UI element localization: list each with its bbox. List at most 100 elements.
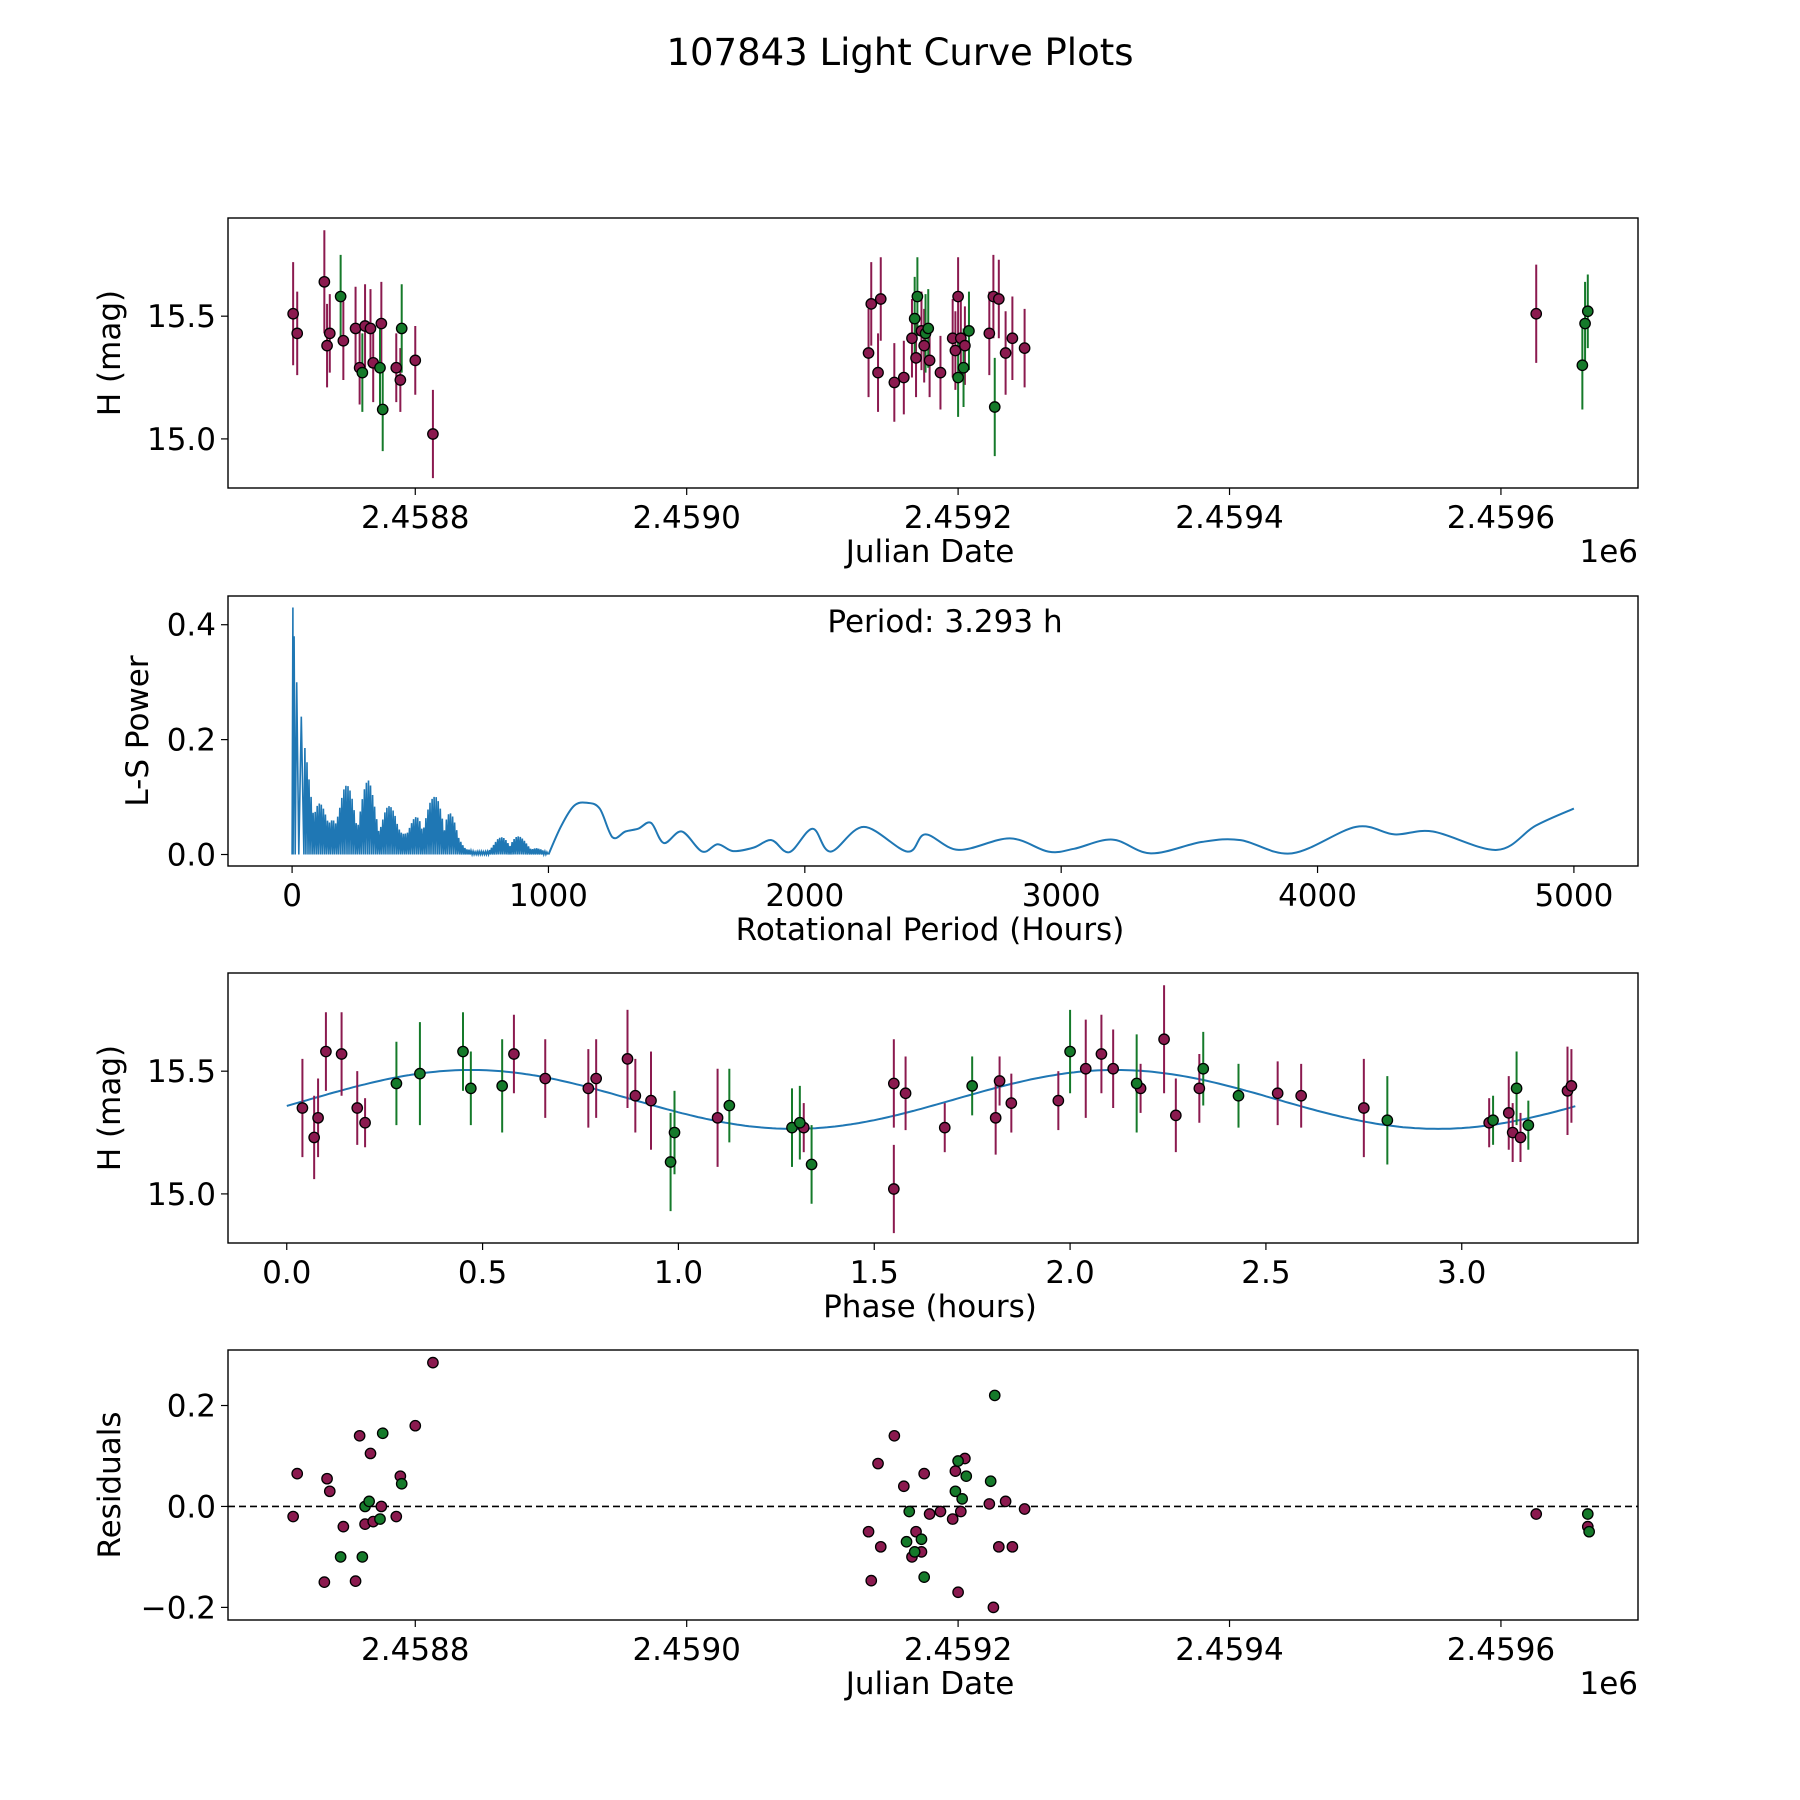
residual-point-filter-b: [988, 1389, 1001, 1402]
period-annotation: Period: 3.293 h: [827, 604, 1062, 640]
data-point-filter-a: [862, 347, 875, 359]
residual-point-filter-a: [862, 1525, 875, 1538]
data-point-filter-b: [1381, 1114, 1394, 1127]
data-point-filter-a: [888, 376, 901, 389]
panel-frame: [227, 595, 1639, 867]
residual-point-filter-b: [908, 1546, 921, 1558]
x-tick-label: 2.4592: [904, 1632, 1012, 1668]
residual-point-filter-a: [337, 1520, 350, 1533]
data-point-filter-a: [349, 322, 362, 335]
y-tick-label: 0.0: [167, 1489, 216, 1525]
y-axis-label: L-S Power: [120, 655, 156, 806]
residual-point-filter-b: [984, 1475, 997, 1488]
residual-point-filter-a: [918, 1467, 931, 1480]
panel-frame: [227, 972, 1639, 1244]
data-point-filter-b: [1197, 1062, 1210, 1075]
panel-lightcurve: 2.4588 2.4590 2.4592 2.4594 2.4596 15.0 15.5 Ju…: [92, 217, 1639, 570]
data-point-filter-a: [287, 307, 299, 320]
residual-point-filter-a: [349, 1575, 362, 1587]
data-point-filter-b: [1522, 1119, 1535, 1132]
y-tick-label: 0.0: [167, 838, 216, 874]
data-point-filter-a: [1107, 1062, 1120, 1075]
residual-point-filter-b: [1581, 1508, 1594, 1520]
y-tick-label: −0.2: [141, 1590, 216, 1626]
data-point-filter-a: [999, 347, 1012, 359]
data-point-filter-b: [723, 1099, 736, 1112]
y-axis-label: H (mag): [92, 1045, 128, 1171]
x-tick-label: 2.4594: [1175, 1632, 1283, 1668]
residual-point-filter-b: [374, 1513, 386, 1525]
residual-point-filter-a: [427, 1356, 439, 1369]
data-point-filter-b: [966, 1080, 979, 1092]
panel-frame: [227, 1349, 1639, 1621]
residual-point-filter-b: [334, 1551, 347, 1563]
plot-area: [291, 607, 1575, 858]
data-point-filter-a: [906, 332, 918, 345]
data-point-filter-a: [291, 327, 304, 340]
data-point-filter-b: [1576, 359, 1589, 372]
data-point-filter-b: [457, 1045, 469, 1058]
residual-point-filter-b: [960, 1470, 973, 1483]
data-point-filter-b: [1487, 1114, 1499, 1127]
panel-frame: [227, 217, 1639, 489]
data-point-filter-a: [887, 1183, 900, 1195]
residual-point-filter-b: [903, 1505, 916, 1518]
residual-point-filter-b: [356, 1551, 369, 1563]
residual-point-filter-b: [952, 1455, 964, 1467]
residual-point-filter-a: [865, 1574, 878, 1587]
x-tick-label: 4000: [1278, 878, 1357, 914]
data-point-filter-a: [923, 354, 936, 367]
residual-point-filter-a: [1018, 1503, 1031, 1515]
data-point-filter-a: [337, 334, 350, 347]
x-tick-label: 2.4596: [1447, 500, 1555, 536]
x-tick-label: 2.5: [1241, 1255, 1290, 1291]
data-point-filter-a: [1565, 1080, 1578, 1092]
residual-point-filter-b: [918, 1571, 931, 1583]
residual-point-filter-a: [409, 1419, 422, 1432]
data-point-filter-a: [952, 290, 964, 303]
data-point-filter-b: [805, 1158, 818, 1171]
data-point-filter-a: [938, 1121, 951, 1134]
data-point-filter-a: [918, 339, 931, 352]
data-point-filter-a: [1079, 1062, 1092, 1075]
x-tick-label: 2.0: [1045, 1255, 1094, 1291]
periodogram-dense-line: [291, 607, 549, 858]
x-axis-label: Phase (hours): [823, 1289, 1037, 1325]
panel-periodogram: 0 1000 2000 3000 4000 5000 0.0 0.2 0.4 Rotational…: [120, 595, 1639, 948]
data-point-filter-a: [308, 1131, 321, 1144]
data-point-filter-a: [1006, 332, 1019, 345]
residual-point-filter-a: [934, 1505, 947, 1518]
x-tick-label: 2.4590: [632, 500, 740, 536]
residual-point-filter-b: [376, 1427, 389, 1440]
x-tick-label: 5000: [1534, 878, 1613, 914]
residual-point-filter-a: [1006, 1540, 1019, 1553]
x-tick-label: 1000: [509, 878, 588, 914]
data-point-filter-a: [621, 1053, 634, 1065]
data-point-filter-a: [351, 1102, 364, 1114]
residual-point-filter-a: [987, 1601, 1000, 1614]
residual-point-filter-a: [364, 1447, 377, 1460]
residual-point-filter-a: [992, 1540, 1005, 1553]
residual-point-filter-a: [949, 1465, 962, 1477]
x-tick-label: 2.4592: [904, 500, 1012, 536]
y-tick-label: 0.2: [167, 723, 216, 759]
data-point-filter-a: [1169, 1109, 1182, 1122]
residual-point-filter-b: [900, 1535, 913, 1548]
data-point-filter-b: [1510, 1082, 1523, 1095]
data-point-filter-a: [1193, 1082, 1206, 1095]
x-axis-label: Julian Date: [844, 1666, 1015, 1702]
x-tick-label: 0: [282, 878, 302, 914]
x-tick-label: 2.4588: [361, 1632, 469, 1668]
y-tick-label: 0.2: [167, 1389, 216, 1425]
residual-point-filter-a: [353, 1429, 366, 1442]
panels: 2.4588 2.4590 2.4592 2.4594 2.4596 15.0 15.5 Ju…: [92, 217, 1639, 1702]
data-point-filter-b: [957, 361, 970, 374]
x-offset-label: 1e6: [1579, 534, 1638, 570]
data-point-filter-a: [865, 298, 878, 310]
residual-point-filter-a: [946, 1513, 959, 1525]
data-point-filter-b: [988, 401, 1001, 413]
residual-point-filter-b: [956, 1493, 969, 1505]
y-tick-label: 15.0: [147, 422, 216, 458]
